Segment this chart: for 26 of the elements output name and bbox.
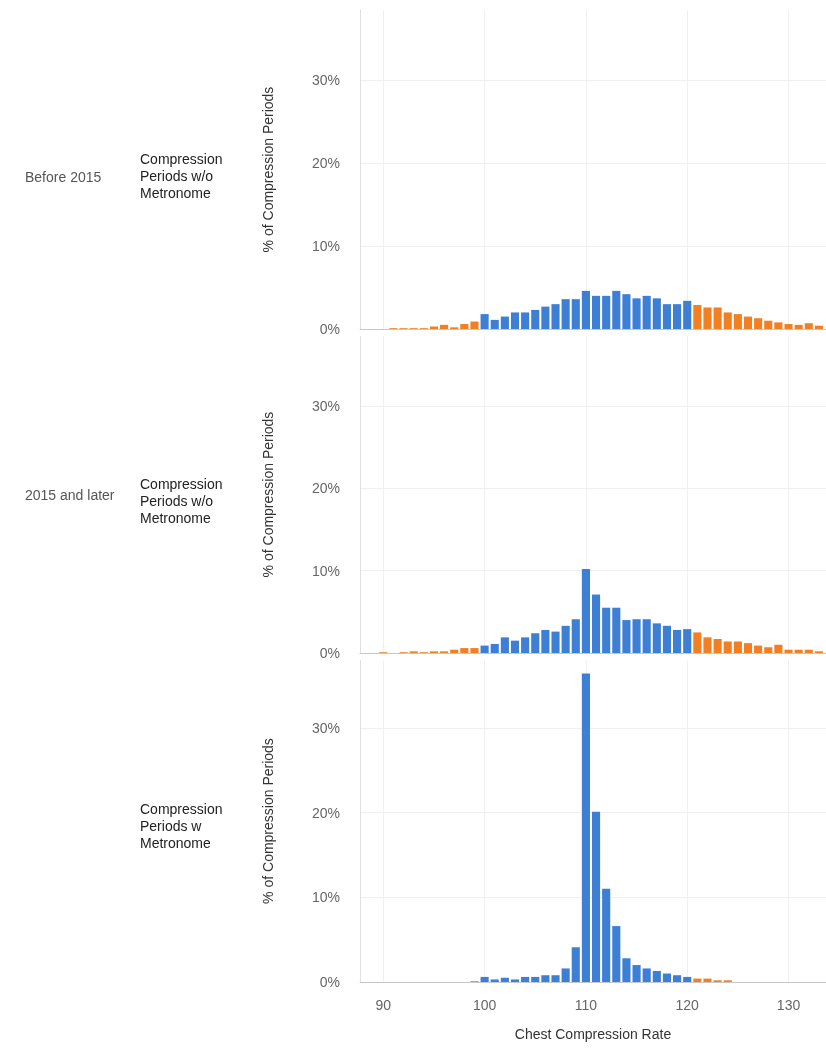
x-tick-label: 110 xyxy=(574,997,598,1013)
y-axis-title: % of Compression Periods xyxy=(260,411,276,578)
y-tick-label: 10% xyxy=(311,889,340,906)
x-tick-label: 100 xyxy=(472,997,497,1013)
y-tick-label: 30% xyxy=(311,397,340,414)
x-tick-label: 130 xyxy=(776,997,801,1013)
y-tick-label: 20% xyxy=(311,480,340,497)
text: Compression Periods w Metronome xyxy=(140,800,227,851)
y-axis-title: % of Compression Periods xyxy=(260,86,276,253)
text: Before 2015 xyxy=(25,168,102,185)
x-axis-title: Chest Compression Rate xyxy=(514,1026,672,1042)
y-axis-title: % of Compression Periods xyxy=(260,738,276,904)
x-tick-label: 90 xyxy=(375,997,392,1013)
y-tick-label: 10% xyxy=(311,238,340,255)
text: 2015 and later xyxy=(25,486,115,503)
text: Compression Periods w/o Metronome xyxy=(140,151,227,201)
y-tick-label: 0% xyxy=(319,974,340,990)
y-tick-label: 0% xyxy=(319,321,340,337)
y-tick-label: 30% xyxy=(311,72,340,89)
y-tick-label: 30% xyxy=(311,719,340,736)
y-tick-label: 20% xyxy=(311,804,340,821)
y-tick-label: 10% xyxy=(311,562,340,579)
x-tick-label: 120 xyxy=(675,997,700,1013)
text: Compression Periods w/o Metronome xyxy=(140,476,227,526)
y-tick-label: 0% xyxy=(319,645,340,661)
y-tick-label: 20% xyxy=(311,155,340,172)
